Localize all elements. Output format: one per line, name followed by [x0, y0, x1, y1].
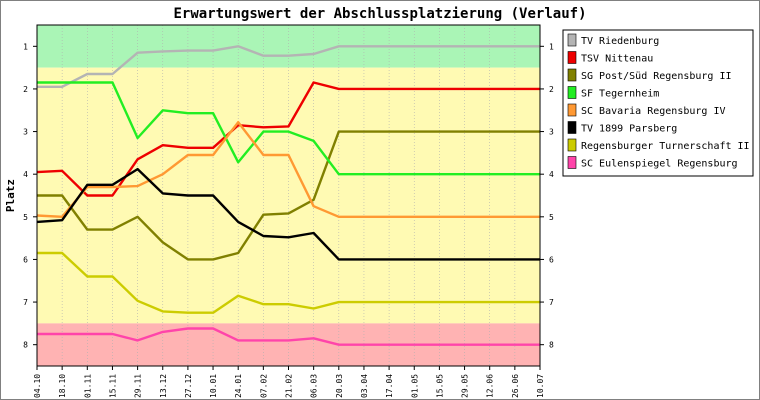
x-tick-label: 12.06	[486, 374, 495, 398]
series-line-5	[36, 167, 540, 261]
y-axis-left: 1 2 3 4 5 6 7 8	[23, 42, 37, 350]
x-tick-label: 07.02	[259, 374, 268, 398]
y-tick-label: 8	[23, 341, 28, 350]
x-tick-label: 04.10	[33, 374, 42, 398]
y-tick-label: 6	[23, 255, 28, 264]
y-tick-label-right: 3	[549, 128, 554, 137]
legend-swatch	[567, 33, 577, 47]
legend-label: SC Bavaria Regensburg IV	[581, 106, 726, 117]
y-axis-label: Platz	[4, 179, 17, 212]
x-tick-label: 01.05	[410, 374, 419, 398]
series-line-7	[37, 327, 540, 346]
series-line-6	[37, 251, 540, 314]
legend-swatch	[567, 121, 577, 134]
x-tick-label: 21.02	[285, 374, 294, 398]
y-tick-label-right: 7	[549, 298, 554, 307]
y-axis-right: 1 2 3 4 5 6 7 8	[540, 42, 554, 350]
x-tick-label: 27.12	[184, 374, 193, 398]
series-line-0	[37, 45, 540, 89]
x-tick-label: 13.12	[159, 374, 168, 398]
y-tick-label: 1	[23, 42, 28, 51]
x-tick-label: 01.11	[83, 374, 92, 398]
x-tick-label: 10.07	[536, 374, 545, 398]
y-tick-label: 7	[23, 298, 28, 307]
legend-label: Regensburger Turnerschaft II	[581, 141, 750, 152]
series-line-3	[37, 81, 540, 176]
series-line-1	[36, 81, 540, 197]
x-tick-label: 15.05	[435, 374, 444, 398]
y-tick-label-right: 2	[549, 85, 554, 94]
series-line-2	[37, 130, 540, 261]
legend-label: SG Post/Süd Regensburg II	[581, 71, 732, 82]
legend-swatch	[567, 138, 577, 152]
y-tick-label-right: 1	[549, 42, 554, 51]
x-tick-label: 10.01	[209, 374, 218, 398]
y-tick-label: 5	[23, 213, 28, 222]
x-tick-label: 26.06	[511, 374, 520, 398]
chart-title: Erwartungswert der Abschlussplatzierung …	[173, 6, 586, 22]
legend-label: SC Eulenspiegel Regensburg	[581, 159, 738, 170]
legend-label: TV Riedenburg	[581, 36, 659, 47]
y-tick-label-right: 5	[549, 213, 554, 222]
x-tick-label: 18.10	[58, 374, 67, 398]
legend-label: TV 1899 Parsberg	[581, 124, 677, 135]
x-tick-label: 15.11	[108, 374, 117, 398]
legend-swatch	[567, 86, 577, 99]
series-line-4	[36, 120, 540, 219]
x-axis: 04.10 18.10 01.11 15.11 29.11 13.12 27.12 10.01…	[33, 366, 545, 398]
legend-label: TSV Nittenau	[581, 54, 653, 65]
y-tick-label-right: 4	[549, 170, 554, 179]
x-tick-label: 17.04	[385, 374, 394, 398]
legend-swatch	[567, 103, 577, 117]
legend-swatch	[567, 68, 577, 82]
x-tick-label: 03.04	[360, 374, 369, 398]
x-tick-label: 29.05	[461, 374, 470, 398]
series-lines	[36, 45, 540, 346]
y-tick-label: 3	[23, 128, 28, 137]
x-tick-label: 29.11	[134, 374, 143, 398]
x-tick-label: 06.03	[310, 374, 319, 398]
y-tick-label: 4	[23, 170, 28, 179]
legend-label: SF Tegernheim	[581, 89, 659, 100]
y-tick-label-right: 6	[549, 255, 554, 264]
legend-swatch	[567, 51, 577, 64]
legend-swatch	[567, 156, 577, 169]
legend: TV Riedenburg TSV Nittenau SG Post/Süd Reg…	[562, 29, 754, 177]
x-tick-label: 24.01	[234, 374, 243, 398]
y-tick-label: 2	[23, 85, 28, 94]
x-tick-label: 20.03	[335, 374, 344, 398]
legend-box	[562, 29, 754, 177]
y-tick-label-right: 8	[549, 341, 554, 350]
